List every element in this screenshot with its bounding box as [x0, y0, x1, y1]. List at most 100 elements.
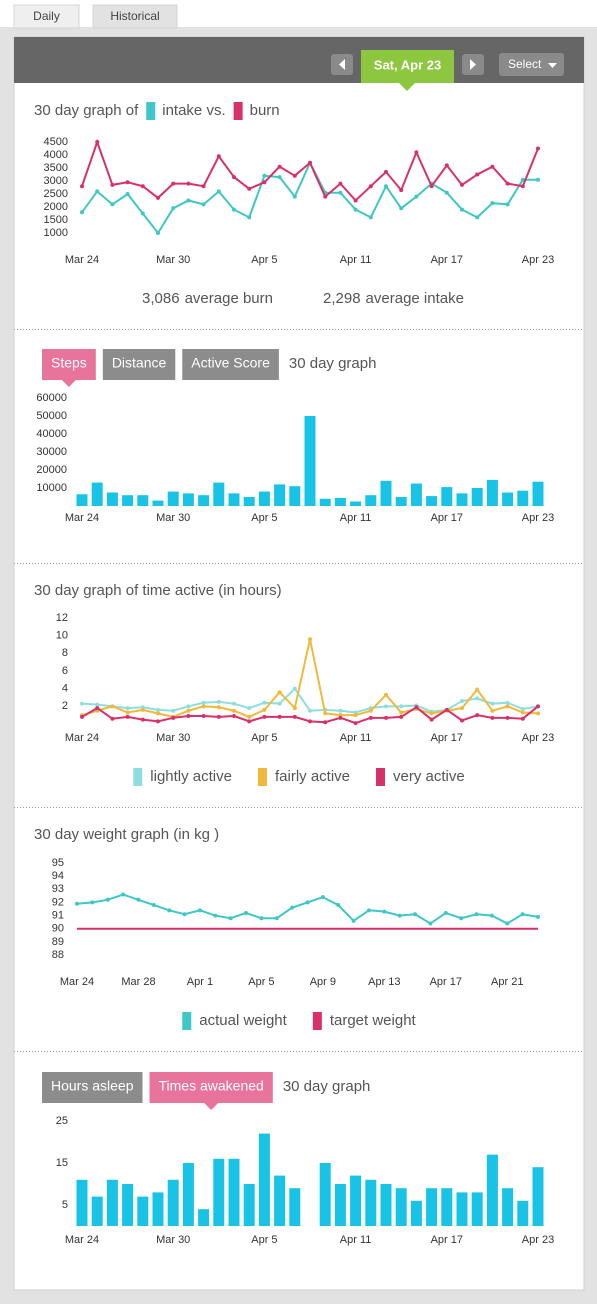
- data-point: [368, 708, 373, 713]
- bar: [137, 495, 149, 506]
- tab[interactable]: [92, 4, 178, 29]
- y-tick-label: 2: [62, 700, 68, 712]
- data-point: [505, 202, 510, 207]
- bar: [486, 1154, 498, 1226]
- data-point: [110, 704, 115, 709]
- data-point: [125, 714, 130, 719]
- data-point: [384, 184, 388, 189]
- legend-swatch: [146, 102, 156, 120]
- y-tick-label: 88: [52, 949, 64, 961]
- data-point: [366, 908, 371, 913]
- bar: [122, 1184, 134, 1226]
- data-point: [505, 715, 510, 720]
- data-point: [201, 714, 206, 719]
- data-point: [475, 696, 480, 701]
- x-tick-label: Mar 24: [65, 1234, 99, 1246]
- data-point: [505, 704, 510, 709]
- data-point: [490, 164, 495, 169]
- data-point: [292, 194, 297, 199]
- data-point: [290, 905, 295, 910]
- x-tick-label: Apr 1: [187, 976, 213, 988]
- data-point: [105, 897, 110, 902]
- toggle-button[interactable]: [102, 349, 176, 380]
- y-tick-label: 3500: [44, 162, 68, 174]
- data-point: [460, 699, 464, 704]
- bar: [304, 416, 316, 506]
- x-tick-label: Apr 23: [522, 254, 554, 266]
- data-point: [262, 707, 267, 712]
- x-tick-label: Apr 13: [368, 976, 400, 988]
- data-point: [262, 700, 267, 705]
- bar: [410, 1200, 422, 1226]
- data-point: [151, 903, 156, 908]
- data-point: [490, 201, 495, 206]
- toggle-button[interactable]: [149, 1072, 273, 1103]
- x-tick-label: Apr 17: [431, 1234, 463, 1246]
- bar: [532, 1167, 544, 1226]
- bar: [198, 495, 210, 506]
- y-tick-label: 95: [52, 857, 64, 869]
- bar: [167, 491, 179, 506]
- data-point: [460, 706, 464, 711]
- data-point: [90, 900, 95, 905]
- bar: [152, 1192, 164, 1226]
- data-point: [277, 175, 282, 180]
- data-point: [228, 916, 233, 921]
- data-point: [186, 714, 191, 719]
- legend-label: burn: [250, 102, 280, 119]
- data-point: [140, 211, 145, 216]
- data-point: [262, 173, 267, 178]
- select-button[interactable]: [499, 53, 564, 76]
- data-point: [520, 710, 525, 715]
- toggle-button[interactable]: [182, 349, 279, 380]
- toggle-button[interactable]: [42, 1072, 143, 1103]
- bar: [243, 1184, 255, 1226]
- data-point: [413, 912, 418, 917]
- data-point: [216, 189, 221, 194]
- data-point: [80, 184, 84, 189]
- data-point: [125, 710, 130, 715]
- data-point: [520, 912, 525, 917]
- legend-swatch: [233, 102, 243, 120]
- data-point: [475, 172, 480, 177]
- toggle-button[interactable]: [42, 349, 96, 380]
- y-tick-label: 6: [62, 665, 68, 677]
- data-point: [429, 717, 434, 722]
- x-tick-label: Mar 24: [60, 976, 94, 988]
- data-point: [520, 184, 525, 189]
- data-point: [429, 184, 434, 189]
- bar: [441, 487, 453, 506]
- data-point: [75, 901, 79, 906]
- data-point: [213, 913, 218, 918]
- y-tick-label: 60000: [36, 392, 67, 404]
- x-tick-label: Mar 30: [156, 512, 190, 524]
- data-point: [460, 182, 464, 187]
- data-point: [505, 700, 510, 705]
- data-point: [216, 705, 221, 710]
- bar: [334, 1184, 346, 1226]
- data-point: [232, 701, 236, 706]
- data-point: [247, 714, 252, 719]
- tab[interactable]: [13, 4, 80, 29]
- data-point: [125, 706, 130, 711]
- y-tick-label: 50000: [36, 410, 67, 422]
- y-tick-label: 10: [56, 630, 68, 642]
- date-pointer: [399, 83, 415, 91]
- data-point: [274, 916, 279, 921]
- data-point: [320, 895, 325, 900]
- data-point: [323, 711, 328, 716]
- data-point: [459, 916, 464, 921]
- y-tick-label: 2500: [44, 188, 68, 200]
- bar: [106, 1179, 118, 1226]
- toggle-button-label: Active Score: [191, 355, 270, 371]
- bar: [502, 1188, 514, 1226]
- bar: [502, 492, 514, 506]
- bar: [106, 492, 118, 506]
- data-point: [444, 163, 449, 168]
- bar: [289, 1188, 301, 1226]
- data-point: [232, 175, 236, 180]
- bar: [182, 493, 194, 506]
- data-point: [429, 711, 434, 716]
- data-point: [428, 921, 433, 926]
- bar: [441, 1188, 453, 1226]
